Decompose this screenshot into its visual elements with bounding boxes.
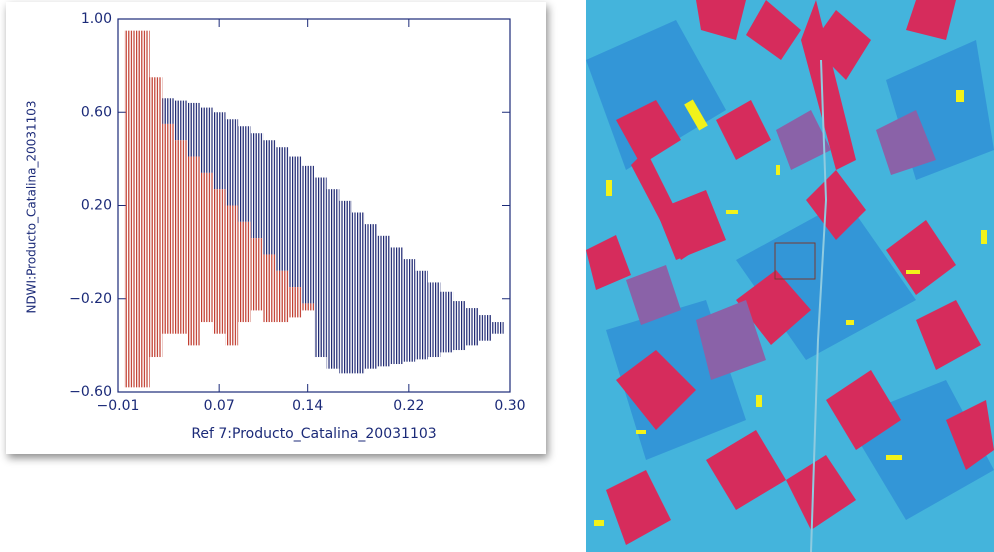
point-column (364, 224, 378, 369)
x-tick-label: 0.30 (494, 398, 525, 414)
point-column (301, 303, 314, 311)
point-column (124, 30, 137, 388)
point-column (225, 119, 239, 206)
point-column (263, 254, 277, 323)
point-column (465, 308, 479, 346)
point-column (225, 205, 239, 346)
point-column (174, 100, 188, 141)
y-tick-label: 0.60 (81, 104, 112, 120)
point-column (427, 282, 441, 358)
point-column (263, 140, 277, 255)
y-tick-label: −0.20 (69, 291, 112, 307)
y-axis-title: NDWI:Producto_Catalina_20031103 (25, 100, 39, 313)
x-tick-label: 0.07 (204, 398, 235, 414)
point-column (314, 177, 327, 358)
point-column (389, 247, 403, 365)
point-column (491, 322, 504, 334)
point-column (478, 315, 492, 341)
point-column (136, 30, 150, 388)
point-column (200, 172, 213, 323)
point-column (276, 147, 289, 271)
point-column (149, 77, 163, 358)
x-tick-label: 0.22 (393, 398, 424, 414)
y-tick-label: −0.60 (69, 384, 112, 400)
point-column (238, 221, 251, 323)
point-column (238, 126, 251, 222)
point-column (326, 189, 340, 369)
point-column (453, 301, 466, 351)
x-axis-title: Ref 7:Producto_Catalina_20031103 (191, 426, 436, 442)
point-column (212, 189, 226, 334)
point-column (415, 270, 428, 360)
point-column (288, 287, 302, 318)
point-column (402, 259, 416, 362)
chart: Ref 7:Producto_Catalina_20031103 NDWI:Pr… (25, 11, 526, 442)
x-tick-label: −0.01 (97, 398, 140, 414)
y-tick-label: 1.00 (81, 11, 112, 27)
point-column (187, 156, 201, 346)
point-column (301, 165, 314, 304)
point-column (162, 123, 175, 334)
point-column (187, 102, 201, 157)
point-column (200, 107, 213, 173)
point-column (250, 133, 264, 239)
plot-panel: Ref 7:Producto_Catalina_20031103 NDWI:Pr… (6, 2, 546, 454)
satellite-image (586, 0, 994, 552)
point-column (288, 156, 302, 288)
point-column (377, 235, 390, 367)
point-column (162, 98, 175, 124)
point-column (339, 200, 352, 374)
point-column (440, 291, 454, 353)
point-column (351, 212, 365, 374)
point-column (276, 270, 289, 323)
point-column (250, 238, 264, 311)
y-tick-label: 0.20 (81, 198, 112, 214)
point-column (174, 140, 188, 334)
point-column (212, 112, 226, 190)
x-tick-label: 0.14 (292, 398, 323, 414)
